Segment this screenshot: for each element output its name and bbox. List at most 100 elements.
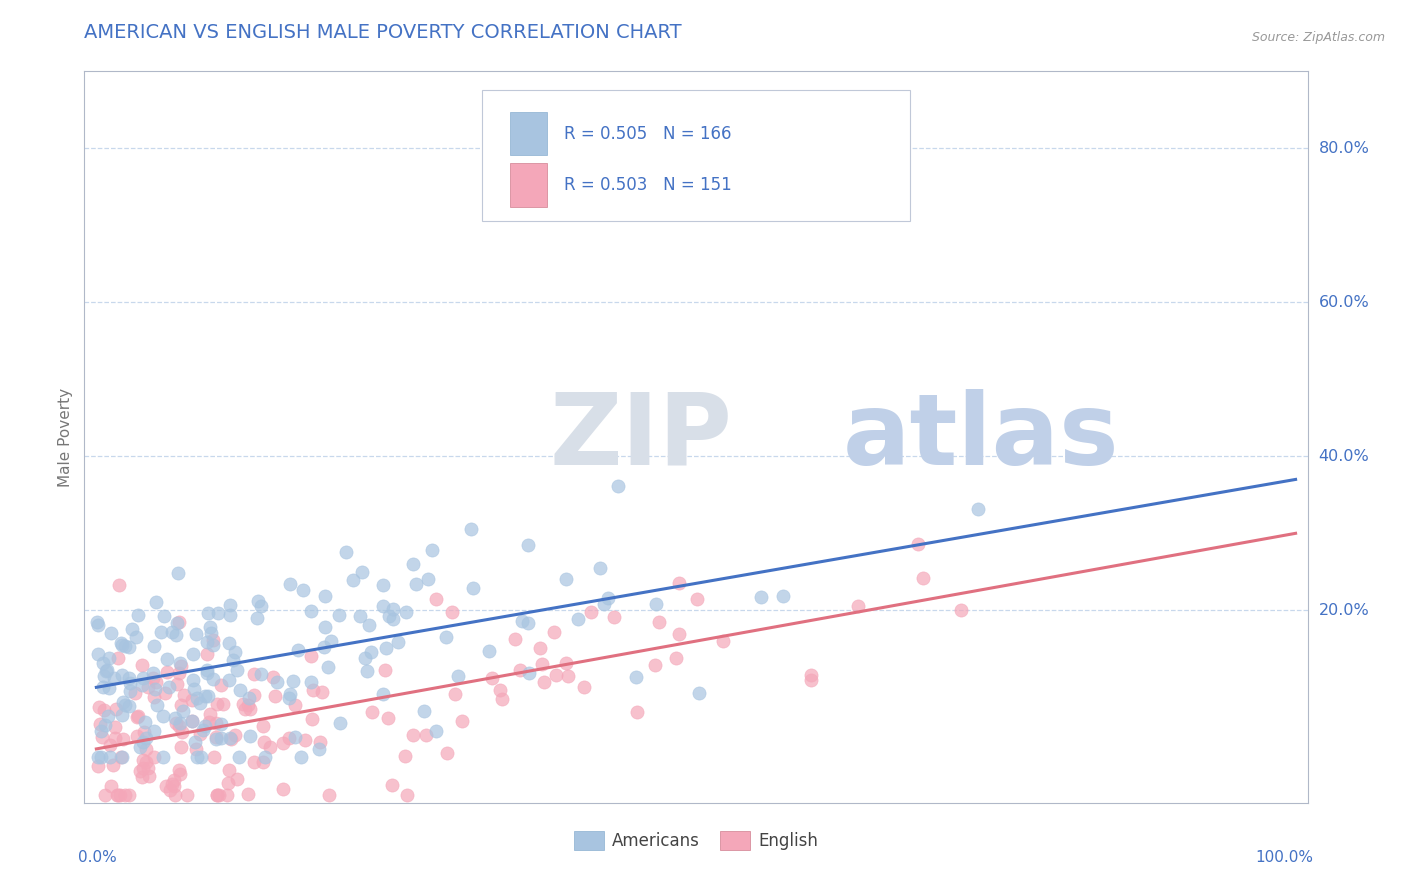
Point (219, 731, 242, 745)
Point (131, 761, 153, 775)
Point (235, 702, 257, 716)
Point (250, 666, 273, 681)
Point (89, 717, 111, 731)
Point (98, 749, 121, 764)
Point (644, 658, 666, 673)
Point (800, 668, 823, 682)
Point (349, 609, 371, 624)
Point (183, 681, 205, 696)
Point (209, 716, 232, 731)
Point (98, 738, 121, 752)
Point (91, 656, 114, 670)
Point (124, 686, 146, 700)
Point (134, 715, 156, 730)
Point (181, 673, 204, 687)
Point (246, 611, 269, 625)
Point (529, 641, 551, 656)
Text: 80.0%: 80.0% (1319, 141, 1369, 156)
Point (145, 595, 167, 609)
Point (167, 665, 190, 680)
Point (194, 719, 217, 733)
Point (278, 687, 301, 701)
Point (127, 608, 149, 623)
Point (167, 763, 190, 777)
Point (402, 557, 425, 571)
Point (262, 670, 284, 684)
Point (111, 749, 134, 764)
Point (420, 543, 443, 558)
Point (104, 731, 127, 745)
Point (188, 696, 211, 710)
FancyBboxPatch shape (482, 90, 910, 221)
Point (489, 682, 512, 697)
Point (186, 690, 208, 705)
Point (167, 615, 190, 629)
Point (405, 577, 427, 591)
Point (436, 746, 458, 760)
Point (361, 705, 384, 719)
Point (222, 653, 245, 667)
Point (118, 640, 141, 655)
Point (218, 599, 240, 613)
Point (201, 633, 224, 648)
Point (555, 572, 578, 586)
Point (198, 715, 221, 730)
Text: 20.0%: 20.0% (1319, 603, 1369, 618)
Point (156, 652, 179, 666)
Point (94, 788, 117, 802)
Point (402, 728, 425, 742)
Point (311, 685, 333, 699)
Point (121, 623, 143, 637)
Text: 100.0%: 100.0% (1256, 850, 1313, 865)
Point (246, 594, 269, 608)
Point (111, 707, 134, 722)
Point (215, 788, 238, 802)
Point (395, 605, 418, 619)
Point (382, 602, 405, 616)
Point (132, 672, 155, 686)
Point (105, 788, 128, 802)
Point (197, 635, 219, 649)
Point (195, 647, 218, 661)
Point (125, 630, 148, 644)
Point (86, 615, 108, 629)
Point (166, 676, 188, 690)
Point (208, 788, 231, 802)
Point (195, 666, 218, 681)
Point (136, 680, 159, 694)
Point (375, 640, 398, 655)
Point (138, 761, 160, 775)
Point (118, 671, 141, 685)
Point (772, 590, 794, 604)
Point (533, 674, 555, 689)
Point (238, 691, 260, 706)
Point (530, 657, 553, 672)
Point (425, 724, 447, 739)
Point (686, 592, 709, 607)
Point (165, 715, 187, 730)
Point (225, 663, 247, 677)
Point (207, 607, 229, 621)
Point (800, 673, 823, 687)
Point (278, 690, 301, 705)
Point (589, 561, 612, 575)
Point (104, 720, 127, 734)
Point (517, 665, 540, 680)
Point (96, 664, 118, 678)
Point (142, 749, 165, 764)
Point (239, 729, 262, 743)
Point (266, 674, 288, 689)
Point (284, 730, 307, 744)
Point (111, 668, 134, 682)
Point (173, 688, 195, 702)
Point (579, 605, 602, 619)
Point (100, 625, 122, 640)
Point (665, 651, 688, 665)
Point (172, 725, 194, 739)
Point (217, 776, 239, 790)
Point (371, 687, 394, 701)
Point (381, 778, 404, 792)
Point (202, 749, 225, 764)
Point (281, 673, 304, 688)
Point (450, 714, 472, 728)
